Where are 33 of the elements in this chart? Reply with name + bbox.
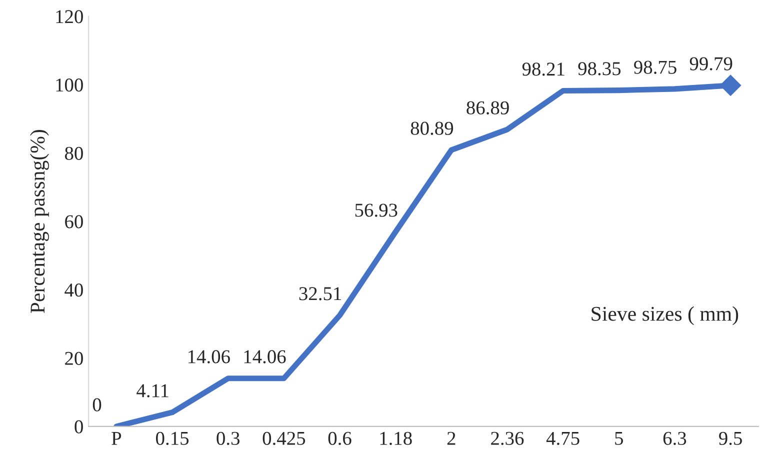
x-tick-label: 2.36: [491, 432, 524, 446]
x-tick-label: 4.75: [546, 432, 580, 446]
x-tick-label: 0.3: [216, 432, 240, 446]
data-label: 80.89: [410, 122, 454, 135]
x-tick-label: 6.3: [663, 432, 686, 446]
data-label: 32.51: [299, 287, 342, 300]
data-label: 14.06: [188, 350, 230, 364]
data-label: 98.75: [634, 60, 676, 74]
x-tick-label: 0.425: [262, 432, 306, 446]
x-axis-title: Sieve sizes ( mm): [592, 306, 738, 326]
data-label: 4.11: [136, 384, 168, 398]
y-tick-label: 100: [56, 78, 83, 92]
x-tick-label: 2: [447, 432, 456, 445]
data-label: 98.21: [522, 62, 564, 76]
x-tick-label: 0.15: [156, 432, 189, 446]
x-tick-label: P: [112, 432, 122, 445]
data-label: 86.89: [466, 101, 509, 114]
data-label: 99.79: [690, 57, 732, 70]
y-tick-label: 60: [65, 215, 83, 228]
x-tick-label: 0.6: [328, 432, 352, 446]
y-tick-label: 40: [64, 284, 83, 297]
y-tick-label: 120: [56, 10, 83, 24]
y-tick-label: 20: [65, 352, 83, 365]
data-label: 98.35: [578, 62, 621, 76]
x-tick-label: 5: [615, 432, 623, 445]
x-tick-label: 9.5: [719, 432, 742, 446]
data-label: 56.93: [355, 204, 398, 217]
y-tick-label: 80: [64, 146, 83, 160]
data-label: 0: [92, 398, 102, 412]
x-tick-label: 1.18: [380, 432, 412, 446]
data-label: 14.06: [244, 350, 286, 364]
y-tick-label: 0: [74, 420, 83, 434]
y-axis-title: Percentage passng(%): [30, 130, 49, 314]
